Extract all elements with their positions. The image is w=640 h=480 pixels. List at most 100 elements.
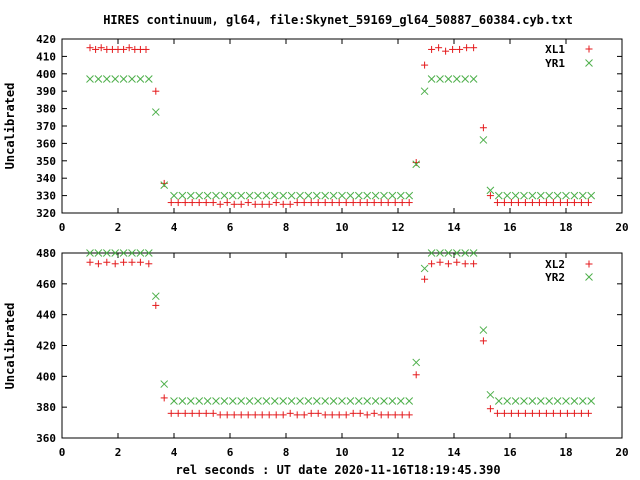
data-point-xl2 bbox=[237, 411, 245, 419]
data-point-yr1 bbox=[329, 191, 338, 200]
data-point-xl1 bbox=[556, 199, 564, 207]
data-point-yr2 bbox=[371, 397, 380, 405]
x-tick-label: 10 bbox=[335, 221, 348, 234]
data-point-xl1 bbox=[486, 192, 494, 200]
data-point-yr2 bbox=[553, 397, 562, 405]
data-point-yr2 bbox=[279, 397, 288, 405]
data-point-xl1 bbox=[125, 44, 133, 52]
bottom-panel: Uncalibrated 0 2 4 6 8 10 12 14 16 18 20 360 380 400 4… bbox=[3, 247, 629, 459]
legend-symbol-yr2 bbox=[585, 273, 593, 281]
data-point-yr2 bbox=[444, 249, 453, 257]
data-point-xl1 bbox=[279, 200, 287, 208]
data-point-yr2 bbox=[312, 397, 321, 405]
data-point-xl1 bbox=[456, 45, 464, 53]
data-point-xl2 bbox=[349, 409, 357, 417]
data-point-xl2 bbox=[145, 260, 153, 268]
bottom-ticks: 0 2 4 6 8 10 12 14 16 18 20 360 380 400 420 440 460 480 bbox=[36, 247, 629, 459]
x-tick-label: 8 bbox=[283, 221, 290, 234]
data-point-xl1 bbox=[514, 199, 522, 207]
data-point-yr1 bbox=[245, 191, 254, 200]
data-point-xl2 bbox=[216, 411, 224, 419]
data-point-xl1 bbox=[349, 199, 357, 207]
data-point-yr1 bbox=[380, 191, 388, 200]
data-point-yr1 bbox=[136, 75, 145, 83]
data-point-yr2 bbox=[203, 397, 212, 405]
data-point-xl2 bbox=[370, 409, 378, 417]
data-point-xl1 bbox=[202, 199, 210, 207]
x-tick-label: 12 bbox=[391, 221, 404, 234]
legend-marker-yr1 bbox=[585, 59, 593, 67]
data-point-yr1 bbox=[178, 191, 187, 200]
data-point-yr2 bbox=[160, 380, 169, 388]
data-point-yr2 bbox=[86, 249, 94, 257]
legend-symbol-xl1 bbox=[585, 45, 593, 53]
data-point-yr1 bbox=[436, 75, 444, 83]
data-point-xl2 bbox=[174, 409, 182, 417]
data-point-yr1 bbox=[469, 75, 478, 83]
data-point-yr1 bbox=[562, 191, 570, 200]
data-point-xl1 bbox=[563, 199, 571, 207]
data-point-xl2 bbox=[120, 258, 128, 266]
data-point-xl2 bbox=[556, 409, 564, 417]
data-point-xl1 bbox=[470, 44, 478, 52]
data-point-xl1 bbox=[181, 199, 189, 207]
y-tick-label: 410 bbox=[36, 50, 56, 63]
legend-label-xl1: XL1 bbox=[545, 43, 565, 56]
data-point-yr1 bbox=[228, 191, 237, 200]
data-point-xl2 bbox=[272, 411, 280, 419]
data-point-yr1 bbox=[160, 181, 169, 190]
data-point-xl1 bbox=[97, 44, 105, 52]
data-point-yr1 bbox=[144, 75, 153, 83]
data-point-yr1 bbox=[536, 191, 545, 200]
data-point-xl2 bbox=[584, 409, 592, 417]
data-point-yr2 bbox=[528, 397, 537, 405]
data-point-yr2 bbox=[388, 397, 397, 405]
x-tick-label: 12 bbox=[391, 446, 404, 459]
data-point-xl1 bbox=[577, 199, 585, 207]
data-point-xl1 bbox=[435, 44, 443, 52]
data-point-yr1 bbox=[405, 191, 414, 200]
data-point-yr1 bbox=[304, 191, 313, 200]
y-tick-label: 380 bbox=[36, 401, 56, 414]
data-point-xl1 bbox=[272, 199, 280, 207]
legend-label-yr2: YR2 bbox=[545, 271, 565, 284]
data-point-yr2 bbox=[296, 397, 304, 405]
x-tick-label: 8 bbox=[283, 446, 290, 459]
x-tick-label: 2 bbox=[115, 221, 122, 234]
data-point-yr2 bbox=[486, 390, 495, 399]
data-point-xl2 bbox=[356, 409, 364, 417]
data-point-xl1 bbox=[528, 199, 536, 207]
data-point-yr1 bbox=[412, 160, 421, 169]
data-point-xl1 bbox=[160, 179, 168, 187]
data-point-xl1 bbox=[384, 199, 392, 207]
data-point-xl2 bbox=[391, 411, 399, 419]
legend-symbol-xl2 bbox=[585, 260, 593, 268]
data-point-xl1 bbox=[449, 45, 457, 53]
data-point-xl1 bbox=[300, 199, 308, 207]
data-point-xl2 bbox=[195, 409, 203, 417]
data-point-xl1 bbox=[370, 199, 378, 207]
data-point-xl1 bbox=[223, 199, 231, 207]
data-point-yr2 bbox=[321, 397, 330, 405]
data-point-xl1 bbox=[356, 199, 364, 207]
data-point-yr2 bbox=[469, 249, 478, 257]
data-point-xl2 bbox=[202, 409, 210, 417]
data-point-yr2 bbox=[102, 249, 111, 257]
data-point-xl1 bbox=[507, 199, 515, 207]
data-point-xl1 bbox=[363, 199, 371, 207]
data-point-yr2 bbox=[420, 264, 429, 273]
data-point-yr1 bbox=[262, 191, 271, 200]
data-point-yr2 bbox=[436, 249, 444, 257]
data-point-xl1 bbox=[216, 200, 224, 208]
y-tick-label: 380 bbox=[36, 103, 56, 116]
data-point-yr2 bbox=[212, 397, 220, 405]
data-point-yr1 bbox=[102, 75, 111, 83]
bottom-ylabel: Uncalibrated bbox=[3, 303, 17, 390]
data-point-xl2 bbox=[570, 409, 578, 417]
data-point-xl2 bbox=[188, 409, 196, 417]
y-tick-label: 360 bbox=[36, 432, 56, 445]
data-point-xl2 bbox=[493, 409, 501, 417]
data-point-xl2 bbox=[405, 411, 413, 419]
x-tick-label: 18 bbox=[559, 446, 572, 459]
data-point-xl2 bbox=[86, 258, 94, 266]
